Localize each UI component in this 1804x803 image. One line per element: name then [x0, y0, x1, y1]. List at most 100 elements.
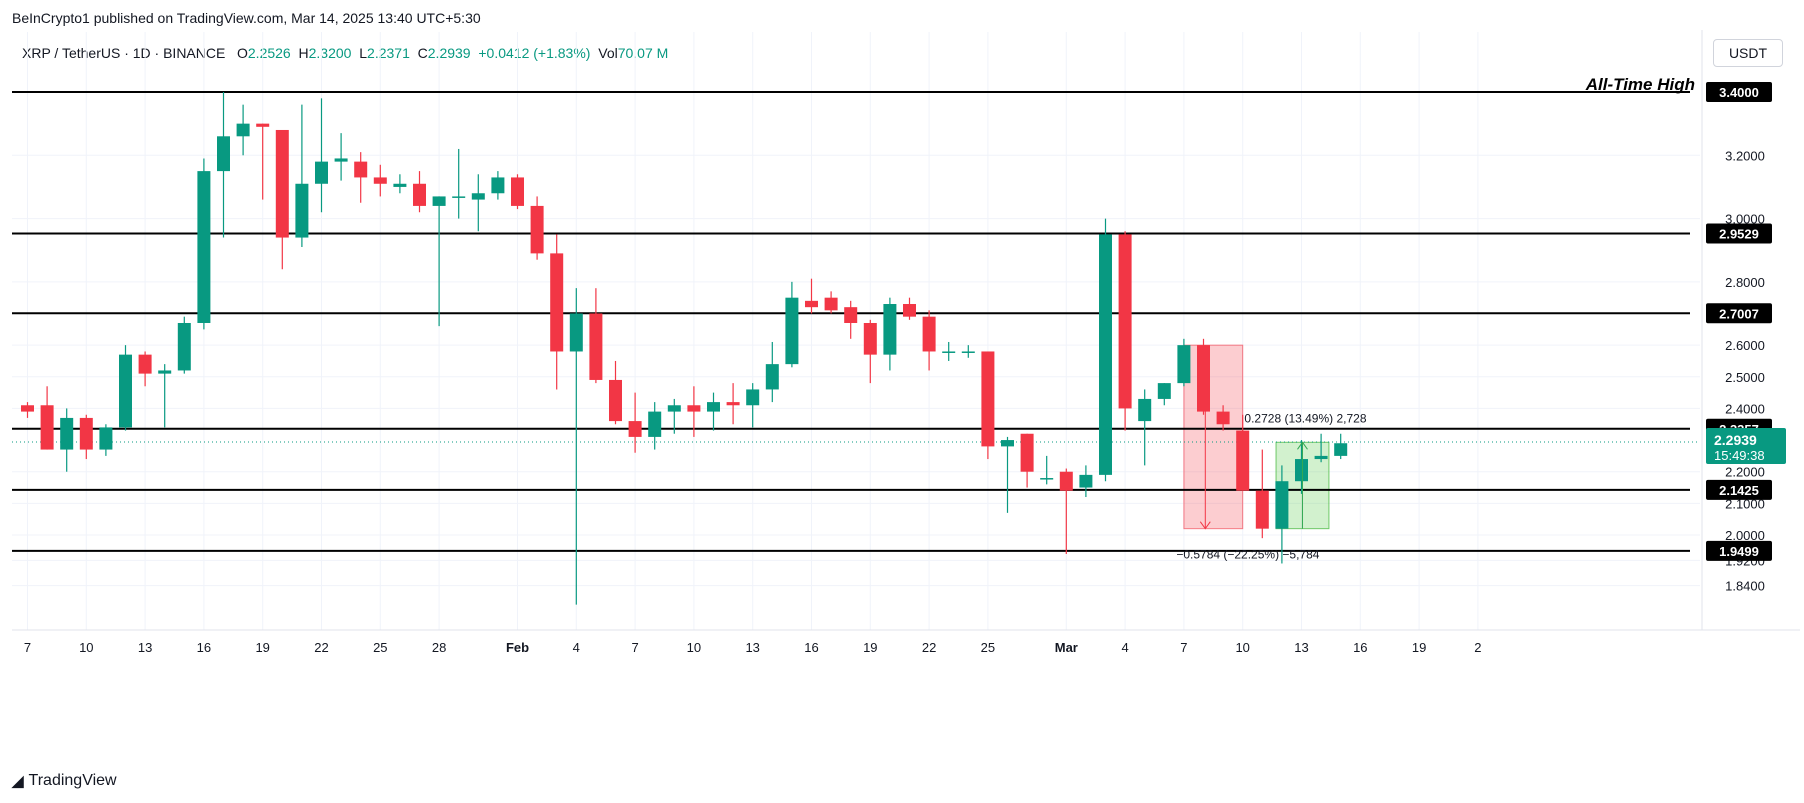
candle: [530, 196, 544, 260]
candle-body: [746, 389, 760, 406]
candle-body: [863, 322, 877, 355]
tv-brand-icon: ◢: [12, 773, 24, 790]
candle: [217, 92, 230, 238]
candle: [315, 98, 328, 213]
candle-body: [942, 351, 956, 353]
candle-body: [197, 171, 211, 323]
y-tick-label: 2.0000: [1725, 528, 1765, 543]
candle: [119, 345, 132, 431]
high-label: H: [298, 45, 309, 61]
candle-body: [883, 304, 897, 355]
x-tick-label: 13: [138, 640, 152, 655]
measure-down-label: −0.5784 (−22.25%) −5,784: [1176, 548, 1319, 562]
candle-body: [1079, 474, 1093, 488]
y-tick-label: 2.4000: [1725, 401, 1765, 416]
candle-body: [1334, 443, 1348, 456]
x-tick-label: 19: [1412, 640, 1426, 655]
symbol-info[interactable]: XRP / TetherUS · 1D · BINANCE: [22, 45, 226, 61]
candle-body: [530, 205, 544, 254]
grid-lines: [12, 30, 1800, 631]
countdown-text: 15:49:38: [1714, 448, 1765, 463]
candle: [648, 402, 662, 450]
candle-body: [805, 300, 818, 308]
candle: [1295, 440, 1308, 494]
candle: [295, 104, 309, 248]
candle: [981, 351, 995, 460]
candle: [1059, 468, 1073, 554]
current-price-text: 2.2939: [1714, 432, 1757, 448]
x-tick-label: 10: [687, 640, 701, 655]
candle: [491, 171, 505, 200]
candle-body: [1216, 411, 1230, 425]
candle: [275, 129, 289, 270]
current-price-tag: [1706, 428, 1786, 465]
level-price-text: 2.7007: [1719, 306, 1759, 321]
candle-body: [667, 405, 681, 412]
candle: [1099, 218, 1112, 482]
level-price-text: 2.1425: [1719, 483, 1759, 498]
currency-button[interactable]: USDT: [1713, 39, 1783, 67]
candle-body: [177, 322, 191, 371]
candle: [158, 364, 172, 428]
y-tick-label: 2.5000: [1725, 370, 1765, 385]
candle-body: [60, 417, 74, 450]
candle-body: [1118, 234, 1132, 409]
candle: [177, 316, 191, 374]
candle-body: [1040, 478, 1054, 480]
candle-body: [275, 129, 289, 238]
change-value: +0.0412 (+1.83%): [478, 45, 591, 61]
candle: [589, 288, 603, 384]
candle-body: [256, 123, 270, 127]
x-tick-label: Feb: [506, 640, 529, 655]
x-tick-label: 16: [804, 640, 818, 655]
candle-body: [236, 123, 250, 137]
candle-body: [726, 402, 740, 406]
candle-body: [373, 177, 387, 184]
x-tick-label: 7: [631, 640, 638, 655]
candle-body: [40, 405, 54, 450]
candle: [667, 398, 681, 434]
candle-body: [1314, 455, 1328, 460]
candle: [1079, 465, 1093, 498]
high-value: 2.3200: [308, 45, 352, 61]
candle: [334, 133, 348, 181]
x-tick-label: 22: [314, 640, 328, 655]
level-price-tag: [1706, 82, 1772, 102]
level-price-tag: [1706, 303, 1772, 324]
candle-body: [844, 307, 858, 323]
x-tick-label: 10: [1235, 640, 1249, 655]
candle-body: [785, 297, 799, 365]
x-tick-label: 19: [863, 640, 877, 655]
tradingview-logo[interactable]: ◢ TradingView: [12, 772, 117, 790]
candle-body: [413, 183, 426, 206]
candle-body: [1020, 433, 1034, 472]
x-tick-label: Mar: [1055, 640, 1078, 655]
candle-body: [21, 405, 34, 412]
candle: [79, 414, 93, 460]
candle: [863, 319, 877, 384]
candle-body: [491, 177, 505, 194]
candle-body: [981, 351, 995, 447]
measure-down-zone: [1183, 344, 1244, 530]
candlestick-series: [21, 92, 1348, 605]
x-tick-label: 22: [922, 640, 936, 655]
candle-body: [628, 421, 642, 437]
candle: [60, 408, 74, 472]
low-label: L: [359, 45, 368, 61]
candle: [1334, 433, 1348, 460]
level-price-tag: [1706, 479, 1772, 500]
close-label: C: [417, 45, 428, 61]
measure-tools: −0.5784 (−22.25%) −5,784 0.2728 (13.49%) …: [1176, 345, 1367, 562]
ath-annotation: All-Time High: [1585, 75, 1695, 94]
level-price-text: 1.9499: [1719, 544, 1759, 559]
x-tick-label: 2: [1474, 640, 1481, 655]
candle: [413, 171, 426, 213]
candle: [1177, 338, 1191, 387]
x-tick-label: 4: [573, 640, 580, 655]
candle: [1138, 389, 1152, 466]
candle-body: [550, 253, 564, 352]
candle-body: [471, 193, 485, 200]
x-tick-label: 28: [432, 640, 446, 655]
level-price-text: 2.9529: [1719, 226, 1759, 241]
